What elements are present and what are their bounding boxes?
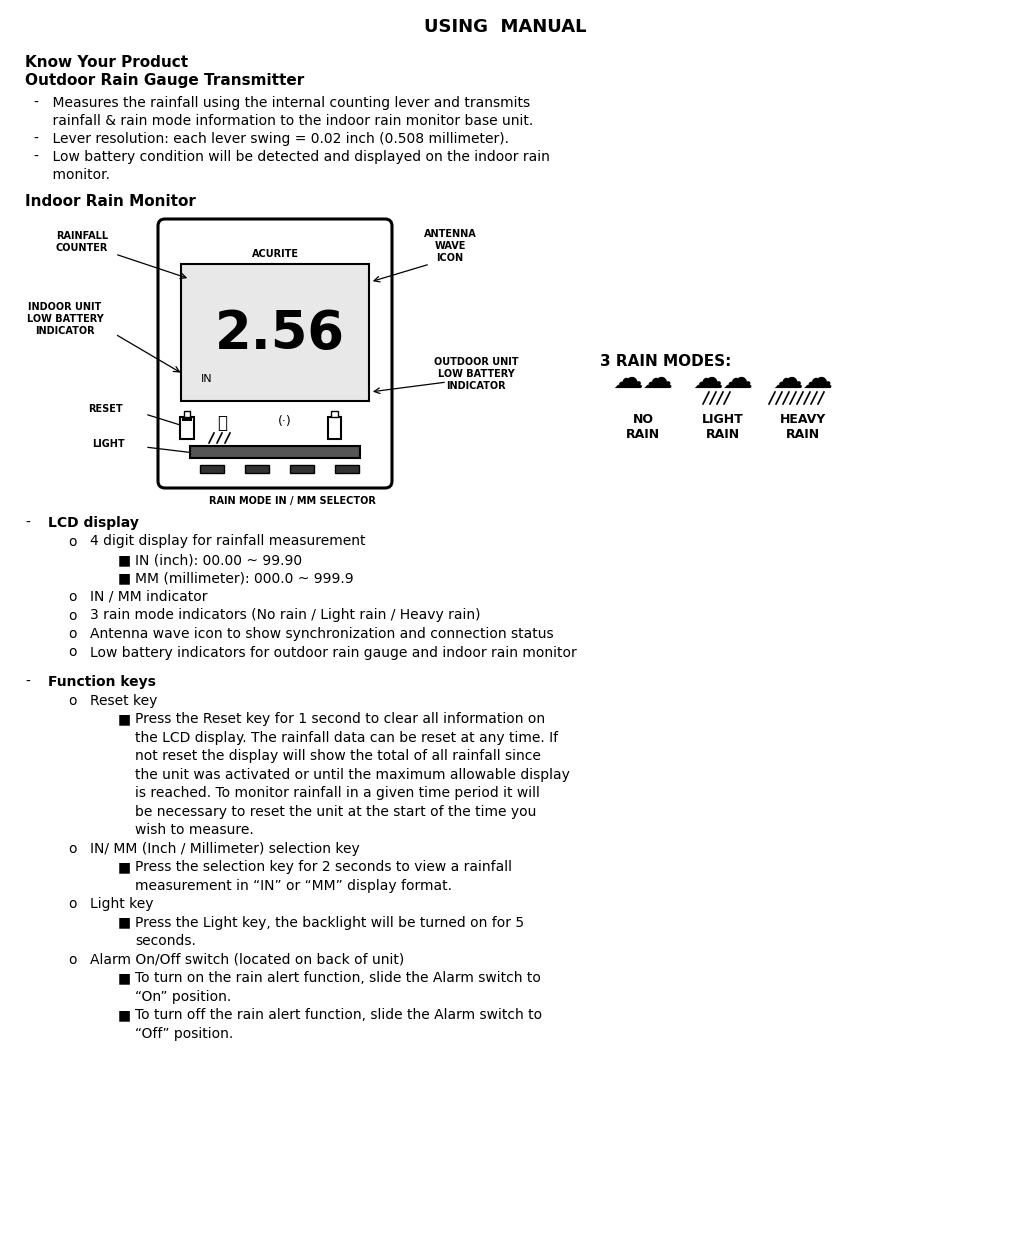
Text: Low battery indicators for outdoor rain gauge and indoor rain monitor: Low battery indicators for outdoor rain …: [90, 646, 577, 659]
Text: IN: IN: [201, 374, 213, 383]
Text: seconds.: seconds.: [135, 934, 196, 948]
Text: 3 rain mode indicators (No rain / Light rain / Heavy rain): 3 rain mode indicators (No rain / Light …: [90, 609, 481, 622]
Bar: [182, 417, 192, 421]
Text: Alarm On/Off switch (located on back of unit): Alarm On/Off switch (located on back of …: [90, 952, 404, 966]
Text: 4 digit display for rainfall measurement: 4 digit display for rainfall measurement: [90, 534, 366, 548]
Text: ■: ■: [118, 571, 131, 585]
Text: LCD display: LCD display: [48, 516, 139, 529]
Text: ⛅: ⛅: [217, 414, 227, 432]
Text: RAINFALL
COUNTER: RAINFALL COUNTER: [56, 231, 108, 252]
Text: To turn off the rain alert function, slide the Alarm switch to: To turn off the rain alert function, sli…: [135, 1008, 542, 1022]
Text: IN/ MM (Inch / Millimeter) selection key: IN/ MM (Inch / Millimeter) selection key: [90, 841, 360, 856]
Bar: [245, 465, 269, 473]
Text: the unit was activated or until the maximum allowable display: the unit was activated or until the maxi…: [135, 768, 570, 782]
Text: Know Your Product: Know Your Product: [25, 54, 188, 71]
Text: ACURITE: ACURITE: [251, 249, 299, 259]
Text: o: o: [68, 609, 77, 622]
Text: o: o: [68, 897, 77, 912]
Text: (·): (·): [278, 414, 292, 428]
Text: -: -: [25, 516, 30, 529]
Text: ☁☁: ☁☁: [773, 365, 833, 393]
Text: IN / MM SELECTOR: IN / MM SELECTOR: [275, 496, 376, 506]
Text: USING  MANUAL: USING MANUAL: [424, 19, 586, 36]
Text: ☁☁: ☁☁: [612, 365, 674, 393]
Text: rainfall & rain mode information to the indoor rain monitor base unit.: rainfall & rain mode information to the …: [35, 114, 533, 127]
Text: o: o: [68, 952, 77, 966]
Text: ☁☁: ☁☁: [693, 365, 753, 393]
Text: Outdoor Rain Gauge Transmitter: Outdoor Rain Gauge Transmitter: [25, 73, 304, 88]
Text: o: o: [68, 590, 77, 604]
Text: is reached. To monitor rainfall in a given time period it will: is reached. To monitor rainfall in a giv…: [135, 785, 540, 800]
Text: RESET: RESET: [88, 404, 122, 414]
Text: Indoor Rain Monitor: Indoor Rain Monitor: [25, 194, 196, 209]
Text: -: -: [33, 150, 38, 165]
Text: Press the selection key for 2 seconds to view a rainfall: Press the selection key for 2 seconds to…: [135, 860, 512, 875]
Text: o: o: [68, 646, 77, 659]
Text: ■: ■: [118, 713, 131, 726]
Text: ■: ■: [118, 1008, 131, 1022]
Bar: [184, 411, 190, 417]
Text: MM (millimeter): 000.0 ~ 999.9: MM (millimeter): 000.0 ~ 999.9: [135, 571, 354, 585]
Text: ANTENNA
WAVE
ICON: ANTENNA WAVE ICON: [423, 229, 477, 262]
Text: Light key: Light key: [90, 897, 154, 912]
Text: ■: ■: [118, 860, 131, 875]
Text: “Off” position.: “Off” position.: [135, 1027, 233, 1040]
Text: A: A: [330, 447, 337, 456]
Text: Lever resolution: each lever swing = 0.02 inch (0.508 millimeter).: Lever resolution: each lever swing = 0.0…: [35, 132, 509, 146]
Text: o: o: [68, 694, 77, 708]
Text: Low battery condition will be detected and displayed on the indoor rain: Low battery condition will be detected a…: [35, 150, 549, 165]
Text: INDOOR UNIT
LOW BATTERY
INDICATOR: INDOOR UNIT LOW BATTERY INDICATOR: [26, 302, 103, 335]
Bar: [190, 447, 360, 458]
Bar: [335, 465, 359, 473]
Text: be necessary to reset the unit at the start of the time you: be necessary to reset the unit at the st…: [135, 804, 536, 819]
Text: ■: ■: [118, 971, 131, 985]
Text: RAIN MODE: RAIN MODE: [209, 496, 272, 506]
Text: o: o: [68, 841, 77, 856]
Text: o: o: [68, 534, 77, 548]
Text: Reset key: Reset key: [90, 694, 158, 708]
Text: measurement in “IN” or “MM” display format.: measurement in “IN” or “MM” display form…: [135, 878, 452, 893]
Text: the LCD display. The rainfall data can be reset at any time. If: the LCD display. The rainfall data can b…: [135, 731, 559, 745]
Text: 2.56: 2.56: [215, 308, 345, 360]
Text: 3 RAIN MODES:: 3 RAIN MODES:: [600, 355, 731, 370]
Text: ■: ■: [118, 915, 131, 929]
Bar: [331, 411, 338, 417]
Text: IN (inch): 00.00 ~ 99.90: IN (inch): 00.00 ~ 99.90: [135, 553, 302, 567]
Text: LIGHT
RAIN: LIGHT RAIN: [702, 413, 744, 442]
Text: NO
RAIN: NO RAIN: [626, 413, 661, 442]
Bar: [180, 417, 194, 439]
Bar: [200, 465, 224, 473]
Text: Measures the rainfall using the internal counting lever and transmits: Measures the rainfall using the internal…: [35, 96, 530, 110]
Text: -: -: [33, 132, 38, 146]
Bar: [290, 465, 314, 473]
Text: Function keys: Function keys: [48, 675, 156, 689]
Text: ■: ■: [118, 553, 131, 567]
Text: -: -: [25, 675, 30, 689]
Text: Press the Reset key for 1 second to clear all information on: Press the Reset key for 1 second to clea…: [135, 713, 545, 726]
Text: monitor.: monitor.: [35, 168, 110, 182]
Text: wish to measure.: wish to measure.: [135, 823, 254, 837]
Text: Antenna wave icon to show synchronization and connection status: Antenna wave icon to show synchronizatio…: [90, 627, 553, 641]
Text: LIGHT: LIGHT: [92, 439, 124, 449]
Text: To turn on the rain alert function, slide the Alarm switch to: To turn on the rain alert function, slid…: [135, 971, 541, 985]
Text: IN / MM indicator: IN / MM indicator: [90, 590, 207, 604]
Text: HEAVY
RAIN: HEAVY RAIN: [780, 413, 826, 442]
Text: OUTDOOR UNIT
LOW BATTERY
INDICATOR: OUTDOOR UNIT LOW BATTERY INDICATOR: [433, 357, 518, 391]
FancyBboxPatch shape: [158, 219, 392, 489]
Text: Press the Light key, the backlight will be turned on for 5: Press the Light key, the backlight will …: [135, 915, 524, 929]
Text: o: o: [68, 627, 77, 641]
Text: -: -: [33, 96, 38, 110]
Bar: [328, 417, 341, 439]
Bar: [181, 263, 369, 401]
Text: “On” position.: “On” position.: [135, 990, 231, 1003]
Text: not reset the display will show the total of all rainfall since: not reset the display will show the tota…: [135, 750, 541, 763]
